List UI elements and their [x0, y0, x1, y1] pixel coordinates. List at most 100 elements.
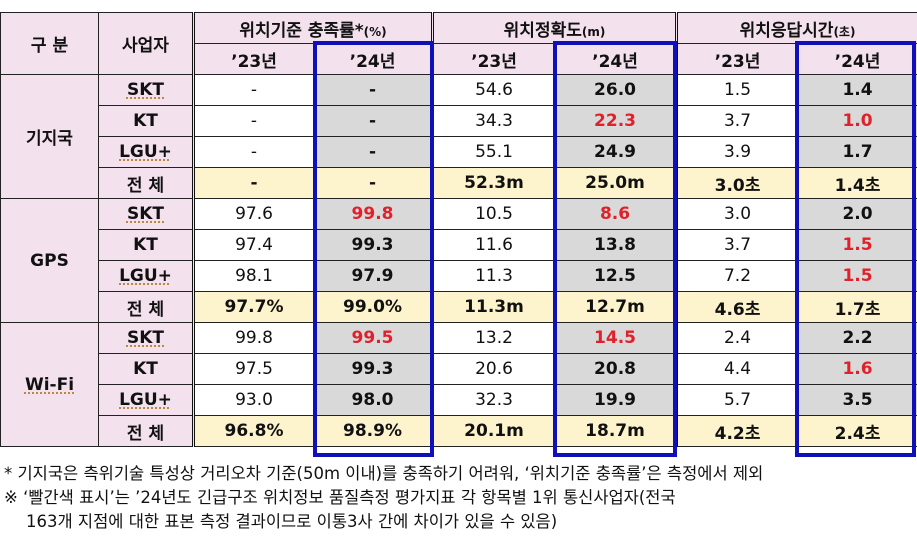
header-year-23: ’23년 [193, 43, 314, 75]
carrier-label: LGU+ [98, 384, 195, 416]
total-value: 4.6초 [676, 291, 799, 323]
table-row-total: 전 체 97.7% 99.0% 11.3m 12.7m 4.6초 1.7초 [1, 291, 917, 323]
cell-value: 2.2 [797, 322, 917, 354]
table-row: 기지국 SKT - - 54.6 26.0 1.5 1.4 [0, 74, 917, 199]
table-row-total: 전 체 - - 52.3m 25.0m 3.0초 1.4초 [1, 167, 917, 199]
table-row: LGU+ 98.1 97.9 11.3 12.5 7.2 1.5 [1, 260, 917, 292]
total-value: - [193, 167, 314, 199]
cell-value: 5.7 [676, 384, 799, 416]
footnote-red-marking: ※ ‘빨간색 표시’는 ’24년도 긴급구조 위치정보 품질측정 평가지표 각 … [4, 488, 676, 507]
header-year-23: ’23년 [432, 43, 556, 75]
cell-value: 93.0 [193, 384, 314, 416]
total-value: 2.4초 [797, 415, 917, 447]
cell-value: 24.9 [554, 136, 679, 168]
header-metric-response-time: 위치응답시간(초) [676, 12, 917, 44]
cell-value-top-rank: 1.5 [797, 229, 917, 261]
cell-value: 1.4 [797, 74, 917, 106]
cell-value: 99.3 [312, 353, 435, 385]
cell-value: 97.9 [312, 260, 435, 292]
total-value: 4.2초 [676, 415, 799, 447]
cell-value-top-rank: 8.6 [554, 198, 679, 230]
total-label: 전 체 [98, 291, 195, 323]
table-row: Wi-Fi SKT 99.8 99.5 13.2 14.5 2.4 2.2 [0, 322, 917, 447]
total-value: 97.7% [193, 291, 314, 323]
table-row: LGU+ 93.0 98.0 32.3 19.9 5.7 3.5 [1, 384, 917, 416]
cell-value: - [312, 74, 435, 106]
footnote-red-marking-cont: 163개 지점에 대한 표본 측정 결과이므로 이통3사 간에 차이가 있을 수… [26, 512, 558, 531]
cell-value: 32.3 [432, 384, 556, 416]
total-label: 전 체 [98, 415, 195, 447]
cell-value-top-rank: 99.5 [312, 322, 435, 354]
header-year-24: ’24년 [554, 43, 679, 75]
carrier-label: KT [98, 105, 195, 137]
cell-value: 20.6 [432, 353, 556, 385]
cell-value: 20.8 [554, 353, 679, 385]
header-carrier: 사업자 [98, 12, 195, 75]
group-label: GPS [0, 198, 99, 323]
cell-value: 97.6 [193, 198, 314, 230]
total-value: 11.3m [432, 291, 556, 323]
cell-value: 13.8 [554, 229, 679, 261]
total-value: 25.0m [554, 167, 679, 199]
cell-value: 19.9 [554, 384, 679, 416]
total-value: 99.0% [312, 291, 435, 323]
carrier-label: SKT [98, 322, 195, 354]
cell-value: - [193, 105, 314, 137]
table-row: LGU+ - - 55.1 24.9 3.9 1.7 [1, 136, 917, 168]
cell-value: 1.5 [676, 74, 799, 106]
cell-value: 97.4 [193, 229, 314, 261]
cell-value: - [312, 105, 435, 137]
total-value: - [312, 167, 435, 199]
footnote-basestation: * 기지국은 측위기술 특성상 거리오차 기준(50m 이내)를 충족하기 어려… [4, 464, 764, 483]
cell-value: 10.5 [432, 198, 556, 230]
table-row-total: 전 체 96.8% 98.9% 20.1m 18.7m 4.2초 2.4초 [1, 415, 917, 447]
cell-value: 2.4 [676, 322, 799, 354]
cell-value: 7.2 [676, 260, 799, 292]
cell-value: 11.3 [432, 260, 556, 292]
footnotes: * 기지국은 측위기술 특성상 거리오차 기준(50m 이내)를 충족하기 어려… [4, 462, 917, 534]
cell-value: - [312, 136, 435, 168]
cell-value: - [193, 74, 314, 106]
carrier-label: SKT [98, 198, 195, 230]
cell-value-top-rank: 99.8 [312, 198, 435, 230]
total-value: 98.9% [312, 415, 435, 447]
table-row: KT 97.5 99.3 20.6 20.8 4.4 1.6 [1, 353, 917, 385]
cell-value: 34.3 [432, 105, 556, 137]
cell-value-top-rank: 1.0 [797, 105, 917, 137]
table-row: KT - - 34.3 22.3 3.7 1.0 [1, 105, 917, 137]
cell-value: 3.7 [676, 105, 799, 137]
cell-value: 26.0 [554, 74, 679, 106]
cell-value: 4.4 [676, 353, 799, 385]
cell-value: 12.5 [554, 260, 679, 292]
carrier-label: KT [98, 353, 195, 385]
header-metric-compliance: 위치기준 충족률*(%) [192, 12, 435, 44]
group-label: 기지국 [0, 74, 99, 199]
cell-value: 3.0 [676, 198, 799, 230]
total-value: 52.3m [432, 167, 556, 199]
header-year-24: ’24년 [797, 43, 917, 75]
cell-value-top-rank: 1.5 [797, 260, 917, 292]
carrier-label: KT [98, 229, 195, 261]
header-category: 구 분 [0, 12, 99, 75]
cell-value: 97.5 [193, 353, 314, 385]
cell-value: 3.5 [797, 384, 917, 416]
cell-value: 98.0 [312, 384, 435, 416]
cell-value-top-rank: 1.6 [797, 353, 917, 385]
cell-value: - [193, 136, 314, 168]
total-value: 3.0초 [676, 167, 799, 199]
group-label: Wi-Fi [0, 322, 99, 447]
location-quality-table: 구 분 사업자 위치기준 충족률*(%) 위치정확도(m) 위치응답시간(초) … [0, 12, 917, 447]
cell-value: 99.3 [312, 229, 435, 261]
carrier-label: LGU+ [98, 260, 195, 292]
header-year-23: ’23년 [676, 43, 799, 75]
cell-value: 54.6 [432, 74, 556, 106]
total-value: 1.4초 [797, 167, 917, 199]
table-row: KT 97.4 99.3 11.6 13.8 3.7 1.5 [1, 229, 917, 261]
header-metric-accuracy: 위치정확도(m) [432, 12, 679, 44]
cell-value: 13.2 [432, 322, 556, 354]
cell-value: 3.7 [676, 229, 799, 261]
cell-value: 2.0 [797, 198, 917, 230]
cell-value: 1.7 [797, 136, 917, 168]
total-label: 전 체 [98, 167, 195, 199]
cell-value: 3.9 [676, 136, 799, 168]
